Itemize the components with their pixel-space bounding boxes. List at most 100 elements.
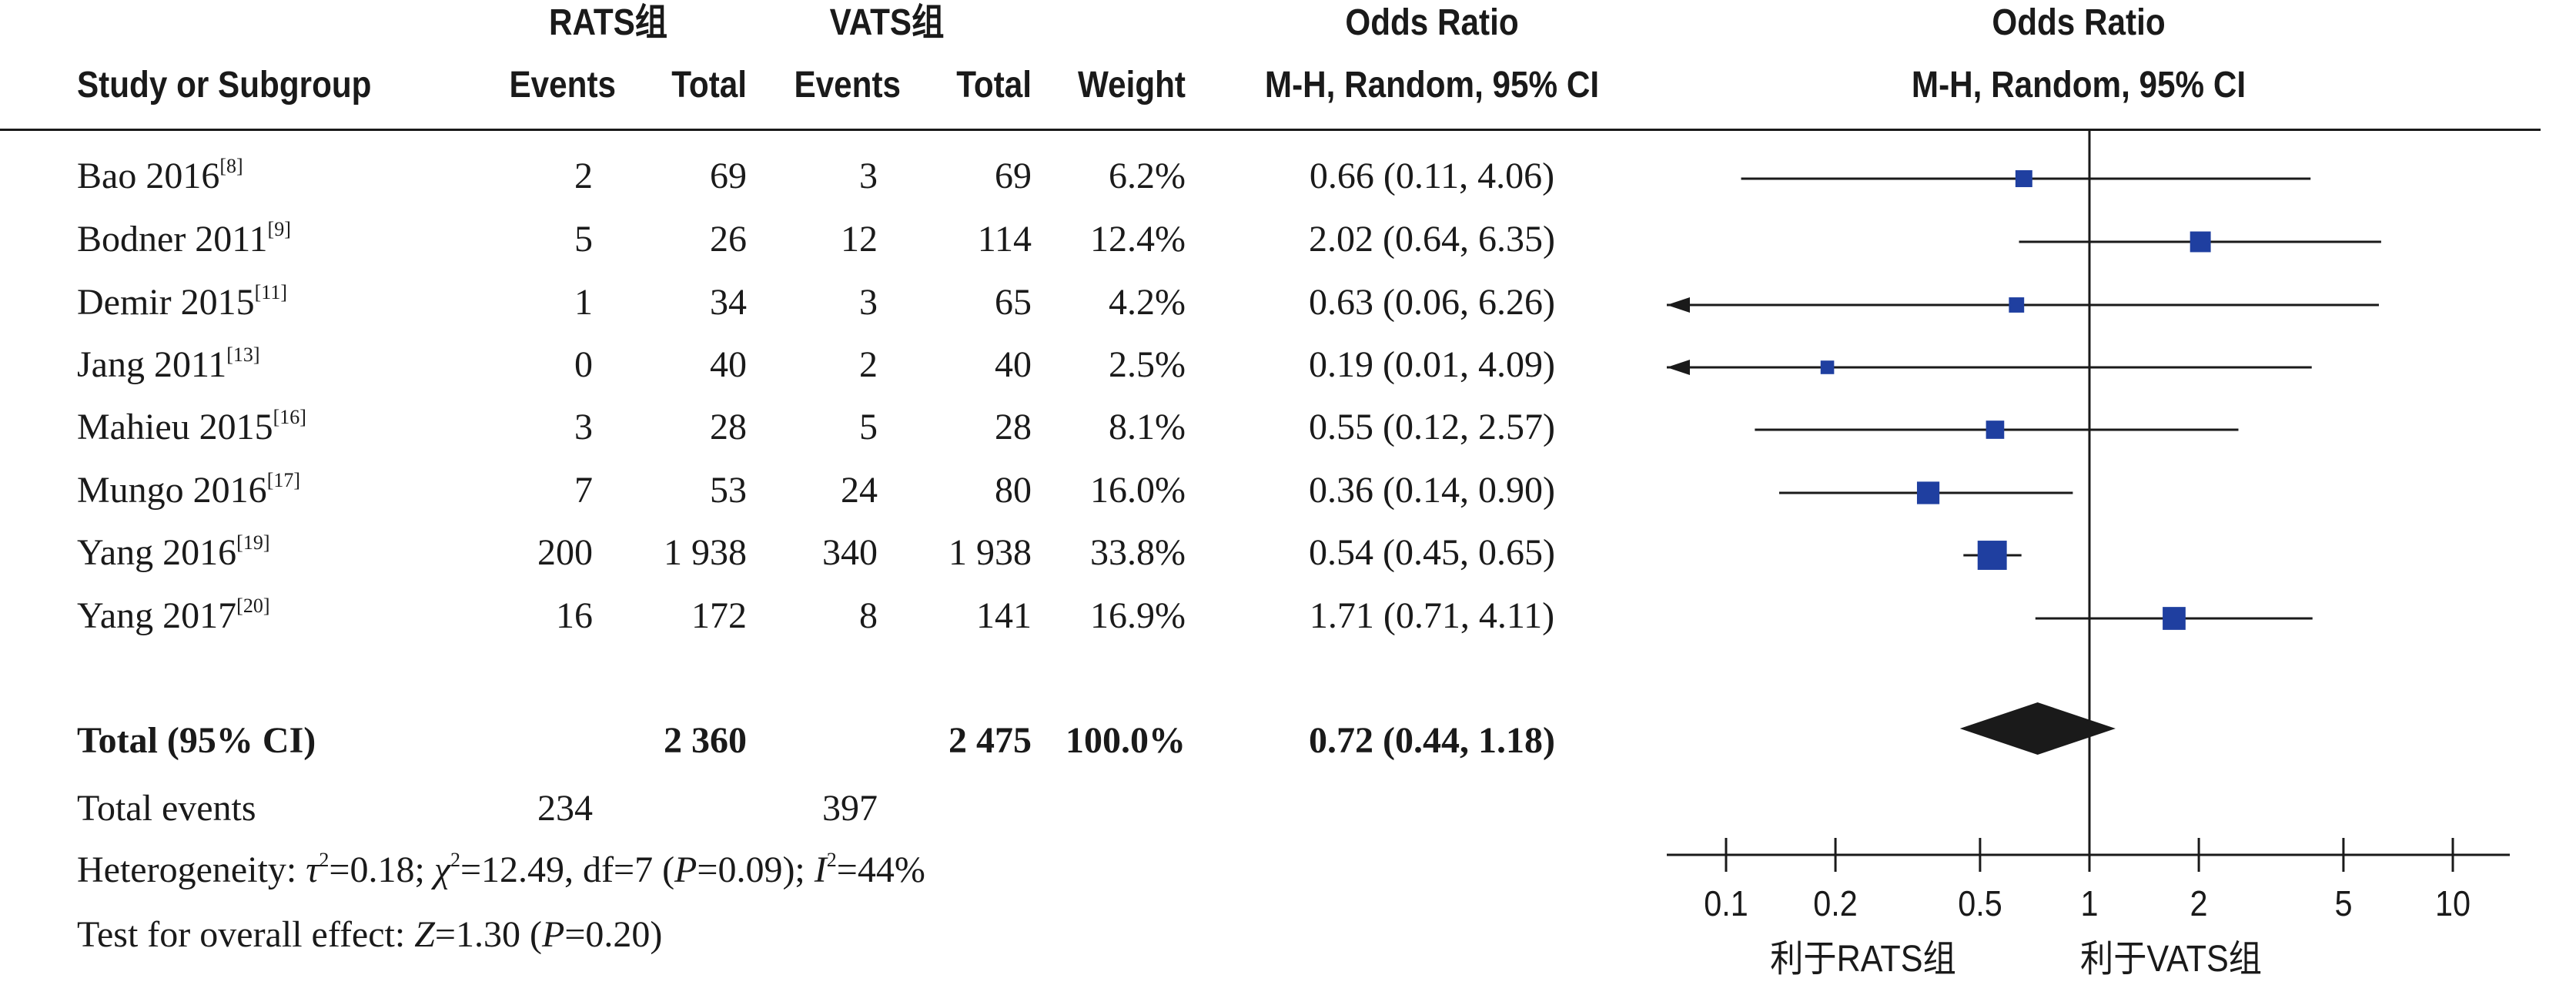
study-marker bbox=[1986, 420, 2005, 439]
events2-cell: 24 bbox=[841, 470, 878, 511]
study-name: Yang 2016[19] bbox=[77, 531, 270, 573]
study-name: Mungo 2016[17] bbox=[77, 469, 301, 511]
total-events-label: Total events bbox=[77, 788, 256, 829]
total2-cell: 80 bbox=[995, 470, 1032, 511]
weight-cell: 8.1% bbox=[1109, 407, 1186, 447]
x-tick-label: 1 bbox=[2080, 883, 2099, 923]
study-marker bbox=[2163, 607, 2186, 630]
study-name: Mahieu 2015[16] bbox=[77, 406, 306, 447]
ci-cell: 0.63 (0.06, 6.26) bbox=[1309, 282, 1555, 323]
x-tick-label: 2 bbox=[2190, 883, 2208, 923]
study-name: Bodner 2011[9] bbox=[77, 218, 291, 260]
weight-header: Weight bbox=[1077, 65, 1186, 106]
total2-cell: 141 bbox=[976, 595, 1032, 636]
method-plot-header: M-H, Random, 95% CI bbox=[1911, 65, 2246, 106]
events1-cell: 1 bbox=[574, 282, 593, 323]
events1-cell: 5 bbox=[574, 219, 593, 260]
odds-ratio-column-header: Odds Ratio bbox=[1345, 2, 1519, 43]
events2-cell: 2 bbox=[859, 344, 878, 385]
total1-cell: 40 bbox=[710, 344, 747, 385]
ci-cell: 0.55 (0.12, 2.57) bbox=[1309, 407, 1555, 447]
ci-arrow bbox=[1667, 360, 1690, 375]
total-total1: 2 360 bbox=[664, 720, 747, 761]
events2-cell: 5 bbox=[859, 407, 878, 447]
events2-cell: 8 bbox=[859, 595, 878, 636]
total2-cell: 114 bbox=[977, 219, 1032, 260]
x-tick-label: 0.2 bbox=[1813, 883, 1858, 923]
total1-cell: 53 bbox=[710, 470, 747, 511]
ci-cell: 0.54 (0.45, 0.65) bbox=[1309, 532, 1555, 573]
x-tick-label: 10 bbox=[2434, 883, 2471, 923]
study-name: Demir 2015[11] bbox=[77, 281, 287, 323]
weight-cell: 4.2% bbox=[1109, 282, 1186, 323]
x-tick-label: 0.5 bbox=[1958, 883, 2002, 923]
x-tick-label: 0.1 bbox=[1704, 883, 1748, 923]
events1-cell: 3 bbox=[574, 407, 593, 447]
overall-effect-text: Test for overall effect: Z=1.30 (P=0.20) bbox=[77, 914, 663, 955]
total1-cell: 1 938 bbox=[664, 532, 747, 573]
total-label: Total (95% CI) bbox=[77, 720, 316, 761]
total2-header: Total bbox=[956, 65, 1032, 106]
events1-header: Events bbox=[509, 65, 616, 106]
odds-ratio-plot-header: Odds Ratio bbox=[1992, 2, 2166, 43]
study-marker bbox=[1820, 360, 1835, 374]
total1-cell: 34 bbox=[710, 282, 747, 323]
events2-header: Events bbox=[794, 65, 901, 106]
total1-cell: 26 bbox=[710, 219, 747, 260]
total2-cell: 69 bbox=[995, 156, 1032, 196]
total-ci: 0.72 (0.44, 1.18) bbox=[1309, 720, 1555, 761]
total1-cell: 172 bbox=[691, 595, 747, 636]
total-total2: 2 475 bbox=[948, 720, 1032, 761]
study-column-header: Study or Subgroup bbox=[77, 65, 372, 106]
events1-cell: 200 bbox=[537, 532, 593, 573]
weight-cell: 6.2% bbox=[1109, 156, 1186, 196]
total-weight: 100.0% bbox=[1066, 720, 1186, 761]
weight-cell: 16.0% bbox=[1090, 470, 1186, 511]
method-column-header: M-H, Random, 95% CI bbox=[1264, 65, 1600, 106]
weight-cell: 12.4% bbox=[1090, 219, 1186, 260]
total-events2: 397 bbox=[822, 788, 878, 829]
x-tick-label: 5 bbox=[2334, 883, 2353, 923]
ci-cell: 2.02 (0.64, 6.35) bbox=[1309, 219, 1555, 260]
favours-rats-label: 利于RATS组 bbox=[1770, 939, 1956, 980]
events2-cell: 3 bbox=[859, 282, 878, 323]
events2-cell: 3 bbox=[859, 156, 878, 196]
study-marker bbox=[1977, 541, 2007, 570]
ci-cell: 0.66 (0.11, 4.06) bbox=[1309, 156, 1555, 196]
weight-cell: 33.8% bbox=[1090, 532, 1186, 573]
group1-header: RATS组 bbox=[548, 2, 668, 43]
study-name: Jang 2011[13] bbox=[77, 343, 260, 385]
pooled-diamond bbox=[1959, 702, 2116, 755]
weight-cell: 16.9% bbox=[1090, 595, 1186, 636]
events2-cell: 12 bbox=[841, 219, 878, 260]
total2-cell: 40 bbox=[995, 344, 1032, 385]
total1-cell: 69 bbox=[710, 156, 747, 196]
total1-header: Total bbox=[671, 65, 747, 106]
events2-cell: 340 bbox=[822, 532, 878, 573]
total-events1: 234 bbox=[537, 788, 593, 829]
total2-cell: 1 938 bbox=[948, 532, 1032, 573]
weight-cell: 2.5% bbox=[1109, 344, 1186, 385]
ci-cell: 1.71 (0.71, 4.11) bbox=[1309, 595, 1555, 636]
favours-vats-label: 利于VATS组 bbox=[2079, 939, 2263, 980]
total1-cell: 28 bbox=[710, 407, 747, 447]
study-marker bbox=[2015, 170, 2032, 187]
study-marker bbox=[1916, 481, 1940, 504]
header-rule bbox=[0, 129, 2541, 131]
ci-cell: 0.36 (0.14, 0.90) bbox=[1309, 470, 1555, 511]
group2-header: VATS组 bbox=[829, 2, 945, 43]
ci-arrow bbox=[1667, 297, 1690, 313]
total2-cell: 65 bbox=[995, 282, 1032, 323]
study-name: Yang 2017[20] bbox=[77, 595, 270, 636]
events1-cell: 0 bbox=[574, 344, 593, 385]
events1-cell: 2 bbox=[574, 156, 593, 196]
study-marker bbox=[2009, 297, 2025, 313]
study-name: Bao 2016[8] bbox=[77, 155, 243, 196]
ci-cell: 0.19 (0.01, 4.09) bbox=[1309, 344, 1555, 385]
study-marker bbox=[2190, 231, 2211, 253]
events1-cell: 7 bbox=[574, 470, 593, 511]
events1-cell: 16 bbox=[556, 595, 593, 636]
heterogeneity-text: Heterogeneity: τ2=0.18; χ2=12.49, df=7 (… bbox=[77, 849, 925, 890]
